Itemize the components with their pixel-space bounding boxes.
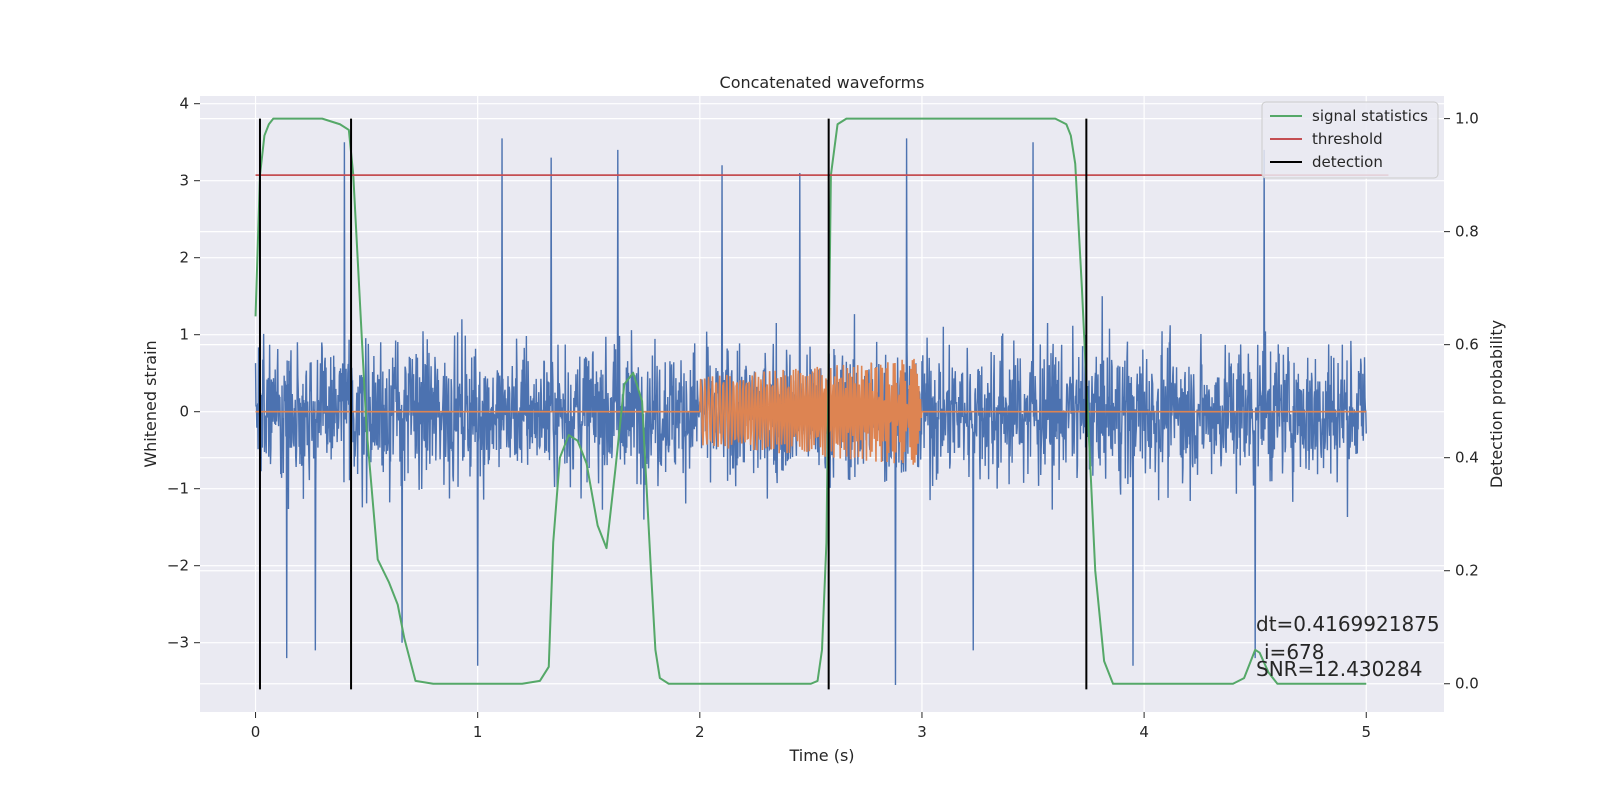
waveform-line: [255, 358, 1367, 465]
y-tick-label: 2: [179, 249, 189, 267]
y-tick-label: 0: [179, 403, 189, 421]
detection-series: [258, 118, 1088, 690]
right-y-tick-label: 1.0: [1455, 110, 1479, 128]
legend-label-detection: detection: [1312, 153, 1383, 171]
right-y-axis-ticks: 0.0 0.2 0.4 0.6 0.8 1.0: [1444, 110, 1479, 693]
annotation-dt: dt=0.4169921875: [1256, 612, 1440, 636]
signal-statistics-line: [254, 117, 1367, 685]
y-axis-ticks: −3 −2 −1 0 1 2 3 4: [167, 95, 200, 652]
chart-title: Concatenated waveforms: [720, 73, 925, 92]
right-y-tick-label: 0.0: [1455, 675, 1479, 693]
annotation-i: i=678: [1264, 640, 1325, 664]
y-tick-label: −2: [167, 557, 189, 575]
x-tick-label: 4: [1139, 723, 1149, 741]
legend: signal statistics threshold detection: [1261, 101, 1439, 179]
x-tick-label: 0: [251, 723, 261, 741]
x-axis-label: Time (s): [788, 746, 854, 765]
waveform-series: [255, 358, 1367, 465]
x-tick-label: 5: [1361, 723, 1371, 741]
right-y-tick-label: 0.2: [1455, 562, 1479, 580]
annotation-snr: SNR=12.430284: [1256, 657, 1422, 681]
right-y-tick-label: 0.4: [1455, 449, 1479, 467]
y-axis-label: Whitened strain: [141, 340, 160, 467]
y-tick-label: 3: [179, 172, 189, 190]
y-tick-label: 1: [179, 326, 189, 344]
legend-label-signal-statistics: signal statistics: [1312, 107, 1428, 125]
legend-box: [1261, 101, 1439, 179]
legend-label-threshold: threshold: [1312, 130, 1383, 148]
y-tick-label: −3: [167, 634, 189, 652]
x-tick-label: 1: [473, 723, 483, 741]
y-tick-label: 4: [179, 95, 189, 113]
signal-statistics-series: [254, 117, 1367, 685]
right-y-tick-label: 0.8: [1455, 223, 1479, 241]
right-y-axis-label: Detection probability: [1487, 320, 1506, 488]
right-y-tick-label: 0.6: [1455, 336, 1479, 354]
y-tick-label: −1: [167, 480, 189, 498]
x-tick-label: 3: [917, 723, 927, 741]
x-tick-label: 2: [695, 723, 705, 741]
x-axis-ticks: 0 1 2 3 4 5: [251, 712, 1371, 741]
